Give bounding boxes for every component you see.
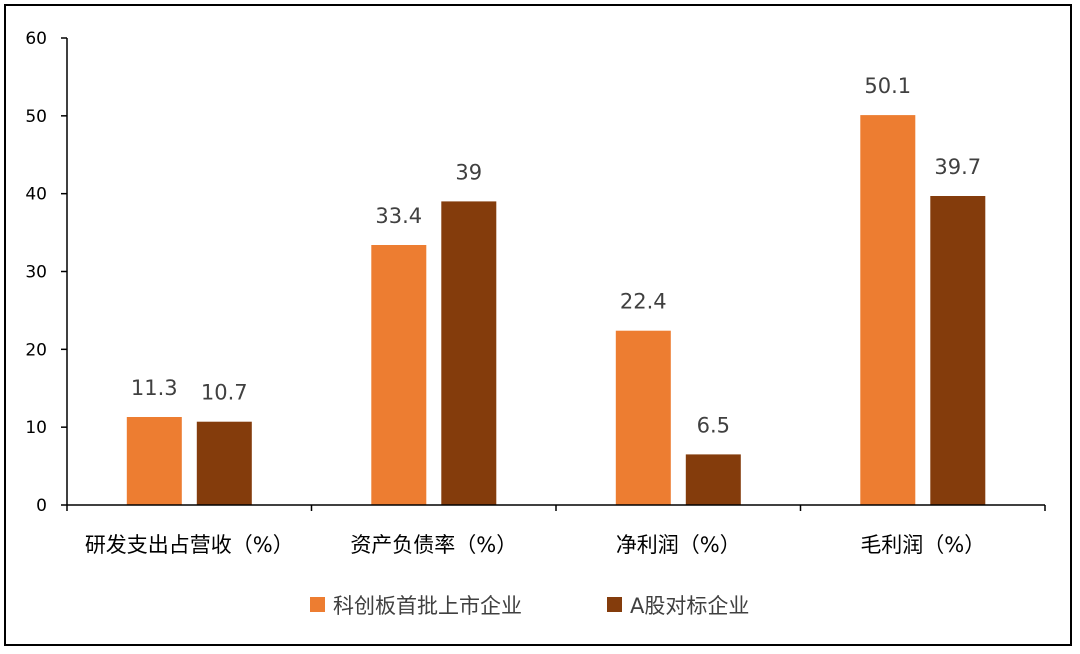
data-label: 50.1 (864, 74, 911, 98)
x-category-label: 毛利润（%） (860, 533, 985, 557)
y-tick-label: 60 (25, 29, 47, 49)
x-category-label: 研发支出占营收（%） (85, 533, 294, 557)
legend-swatch (310, 597, 325, 612)
bar-kechuang-1 (371, 245, 427, 505)
x-category-label: 净利润（%） (616, 533, 741, 557)
data-label: 22.4 (620, 290, 667, 314)
y-tick-label: 10 (25, 418, 47, 438)
data-label: 11.3 (131, 376, 178, 400)
bar-ashare-0 (196, 421, 252, 505)
data-label: 39 (455, 160, 482, 184)
y-tick-label: 40 (25, 185, 47, 205)
legend: 科创板首批上市企业 A股对标企业 (310, 594, 749, 618)
data-label: 10.7 (201, 381, 248, 405)
data-label: 39.7 (934, 155, 981, 179)
legend-label: A股对标企业 (630, 594, 749, 618)
y-tick-label: 0 (36, 496, 47, 516)
bar-ashare-3 (930, 196, 986, 505)
bar-ashare-1 (441, 201, 497, 505)
y-tick-label: 30 (25, 263, 47, 283)
bar-kechuang-3 (860, 115, 916, 505)
axes-layer: 0 10 20 30 40 50 60 研发支出占营收（%） 资产负债率（%） 净利润（%） 毛利润… (25, 29, 1046, 557)
legend-swatch (607, 597, 622, 612)
x-category-label: 资产负债率（%） (350, 533, 517, 557)
data-label: 6.5 (697, 413, 730, 437)
y-tick-label: 50 (25, 107, 47, 127)
legend-label: 科创板首批上市企业 (333, 594, 522, 618)
y-tick-label: 20 (25, 340, 47, 360)
bar-ashare-2 (685, 454, 741, 505)
bars-layer (126, 115, 986, 505)
labels-layer: 11.3 10.7 33.4 39 22.4 6.5 50.1 39.7 (131, 74, 981, 437)
bar-kechuang-0 (126, 417, 182, 505)
bar-kechuang-2 (615, 330, 671, 505)
data-label: 33.4 (375, 204, 422, 228)
